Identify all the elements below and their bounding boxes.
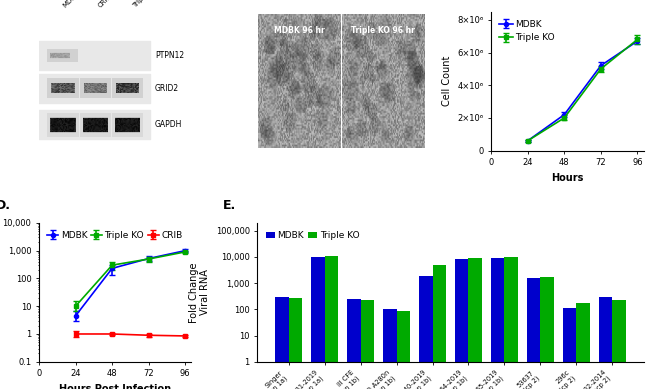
- Bar: [491, 258, 504, 389]
- Bar: [324, 256, 338, 389]
- Bar: [383, 309, 396, 389]
- Legend: MDBK, Triple KO: MDBK, Triple KO: [496, 16, 559, 46]
- Bar: [526, 278, 540, 389]
- Text: D.: D.: [0, 199, 11, 212]
- Bar: [504, 257, 518, 389]
- Bar: [311, 257, 324, 389]
- Bar: [396, 310, 410, 389]
- Bar: [577, 303, 590, 389]
- X-axis label: Hours: Hours: [551, 173, 584, 183]
- Bar: [347, 299, 361, 389]
- Bar: [540, 277, 554, 389]
- Legend: MDBK, Triple KO, CRIB: MDBK, Triple KO, CRIB: [44, 227, 186, 244]
- Text: GAPDH: GAPDH: [155, 121, 182, 130]
- Text: E.: E.: [223, 199, 236, 212]
- X-axis label: Hours Post Infection: Hours Post Infection: [59, 384, 171, 389]
- Text: PTPN12: PTPN12: [155, 51, 184, 60]
- Bar: [599, 297, 612, 389]
- Text: GRID2: GRID2: [155, 84, 179, 93]
- Text: Triple KO 96 hr: Triple KO 96 hr: [351, 26, 415, 35]
- Bar: [361, 300, 374, 389]
- Y-axis label: Fold Change
Viral RNA: Fold Change Viral RNA: [188, 262, 210, 322]
- Text: CRIB: CRIB: [97, 0, 112, 9]
- Bar: [275, 297, 289, 389]
- Text: MDBK: MDBK: [62, 0, 81, 9]
- Text: MDBK 96 hr: MDBK 96 hr: [274, 26, 325, 35]
- Y-axis label: Cell Count: Cell Count: [442, 56, 452, 106]
- Bar: [612, 300, 626, 389]
- Bar: [432, 265, 446, 389]
- Bar: [289, 298, 302, 389]
- Text: Triple KO: Triple KO: [132, 0, 158, 9]
- Bar: [455, 259, 469, 389]
- Bar: [469, 258, 482, 389]
- Bar: [419, 277, 432, 389]
- Legend: MDBK, Triple KO: MDBK, Triple KO: [262, 227, 363, 244]
- Bar: [563, 308, 577, 389]
